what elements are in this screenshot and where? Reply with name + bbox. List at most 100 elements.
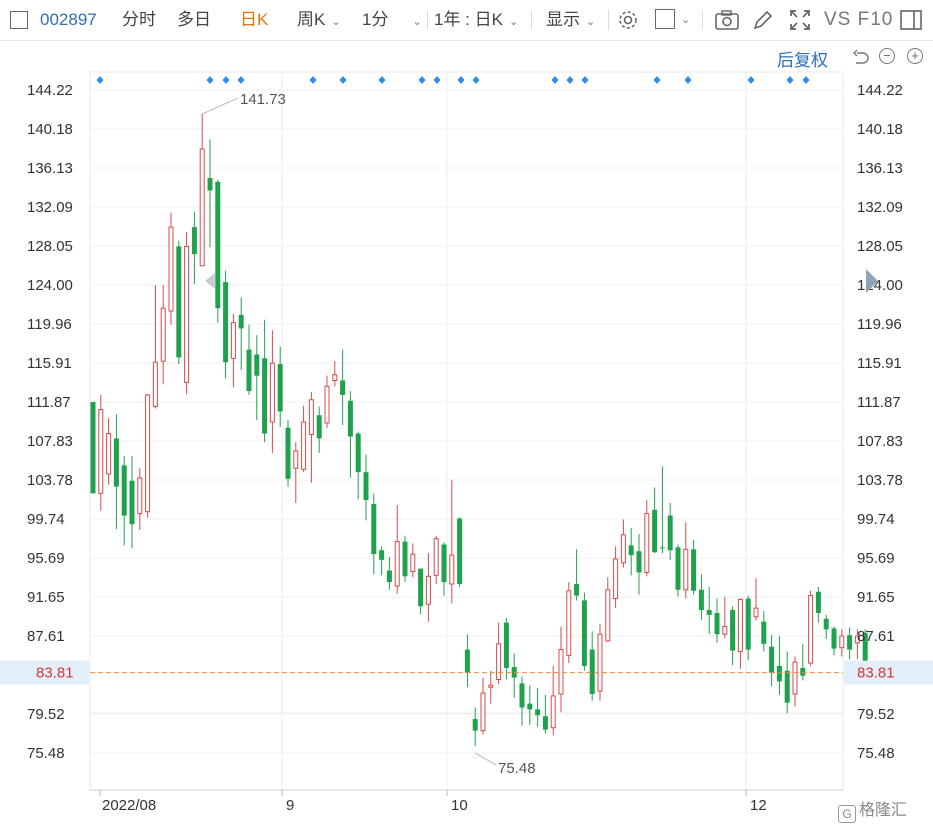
event-marker-diamond (309, 76, 317, 84)
candle-up (308, 392, 314, 483)
fullscreen-icon[interactable] (788, 8, 812, 32)
candle-down (340, 349, 346, 425)
adjust-rights-button[interactable]: 后复权 (777, 51, 828, 70)
range-select[interactable]: 1年 : 日K ⌄ (434, 0, 518, 40)
color-select[interactable] (655, 9, 675, 33)
candle-body (745, 598, 751, 650)
chevron-down-icon: ⌄ (586, 16, 596, 28)
candle-body (659, 547, 665, 549)
candle-up (550, 666, 556, 736)
candle-body (535, 709, 541, 716)
candle-body (574, 584, 580, 596)
candle-down (402, 535, 408, 583)
candle-body (191, 227, 197, 255)
candle-body (293, 450, 299, 469)
candle-up (597, 623, 603, 701)
gear-icon[interactable] (616, 8, 640, 32)
y-tick-label-right: 144.22 (857, 82, 903, 99)
candle-body (527, 703, 533, 710)
event-marker-diamond (786, 76, 794, 84)
candle-down (355, 431, 361, 500)
event-marker-diamond (684, 76, 692, 84)
y-tick-label-left: 111.87 (27, 394, 71, 411)
vs-f10-button[interactable]: VS F10 (824, 9, 894, 30)
candle-down (815, 586, 821, 623)
zoom-out-icon[interactable]: − (879, 48, 895, 64)
candle-body (441, 544, 447, 583)
candle-body (145, 394, 151, 513)
candle-down (262, 319, 268, 443)
candle-down (511, 653, 517, 698)
candle-down (223, 270, 229, 379)
candle-down (714, 598, 720, 643)
y-tick-label-left: 128.05 (27, 238, 73, 255)
undo-icon[interactable] (851, 47, 871, 67)
candle-body (230, 322, 236, 359)
x-tick-label: 9 (286, 797, 294, 814)
camera-icon[interactable] (714, 8, 740, 32)
right-scroll-arrow-icon[interactable] (866, 269, 878, 293)
display-select[interactable]: 显示 ⌄ (546, 0, 595, 40)
candle-down (418, 568, 424, 614)
candle-body (433, 538, 439, 576)
candle-down (316, 406, 322, 453)
candle-body (831, 628, 837, 649)
candle-body (90, 402, 96, 494)
y-tick-label-left: 91.65 (27, 589, 65, 606)
y-tick-label-right: 79.52 (857, 706, 895, 723)
y-tick-label-right: 115.91 (857, 355, 902, 372)
y-tick-label-left: 144.22 (27, 82, 73, 99)
panel-icon[interactable] (899, 8, 923, 32)
event-marker-diamond (802, 76, 810, 84)
candle-body (152, 361, 158, 408)
candle-down (363, 454, 369, 521)
event-markers (96, 76, 810, 84)
tab-weekly-k[interactable]: 周K ⌄ (297, 0, 341, 40)
display-select-label: 显示 (546, 10, 580, 29)
tab-multi-day[interactable]: 多日 (177, 10, 211, 29)
candle-down (691, 539, 697, 595)
toolbar: 002897 分时 多日 日K 周K ⌄ 1分 ⌄ 1年 : 日K ⌄ 显示 ⌄ ⌄ V… (0, 0, 933, 41)
stock-code: 002897 (40, 10, 97, 29)
candle-up (613, 546, 619, 609)
candle-up (839, 629, 845, 657)
event-marker-diamond (378, 76, 386, 84)
divider (531, 10, 532, 30)
y-axis: 144.22 144.22 140.18 140.18 136.13 136.13 132.… (27, 82, 903, 762)
candle-body (137, 477, 143, 515)
candle-down (776, 636, 782, 695)
candle-down (589, 631, 595, 701)
sidebar-toggle-icon[interactable] (10, 11, 28, 29)
candle-down (371, 493, 377, 575)
candle-down (574, 549, 580, 601)
candle-up (168, 212, 174, 325)
candle-body (761, 621, 767, 644)
candle-body (792, 661, 798, 695)
candle-up (106, 418, 112, 485)
candle-body (558, 649, 564, 695)
candle-body (581, 600, 587, 667)
y-tick-label-right: 128.05 (857, 238, 903, 255)
tab-intraday[interactable]: 分时 (122, 10, 156, 29)
candle-up (425, 553, 431, 622)
left-scroll-arrow-icon[interactable] (205, 273, 215, 289)
tab-minute[interactable]: 1分 ⌄ (362, 0, 422, 40)
tab-daily-k[interactable]: 日K (240, 10, 269, 29)
candle-up (293, 442, 299, 504)
candle-up (683, 522, 689, 599)
candle-body (839, 635, 845, 649)
candle-up (496, 622, 502, 685)
chevron-down-icon[interactable]: ⌄ (681, 14, 691, 26)
event-marker-diamond (222, 76, 230, 84)
square-icon (655, 9, 675, 29)
y-tick-label-left: 95.69 (27, 550, 65, 567)
pencil-icon[interactable] (751, 8, 775, 32)
zoom-in-icon[interactable]: + (907, 48, 923, 64)
candle-body (737, 598, 743, 653)
y-tick-label-right: 87.61 (857, 628, 895, 645)
candle-down (113, 414, 119, 530)
candle-down (176, 240, 182, 365)
candle-down (277, 346, 283, 427)
candle-down (628, 528, 634, 576)
candle-up (605, 577, 611, 642)
